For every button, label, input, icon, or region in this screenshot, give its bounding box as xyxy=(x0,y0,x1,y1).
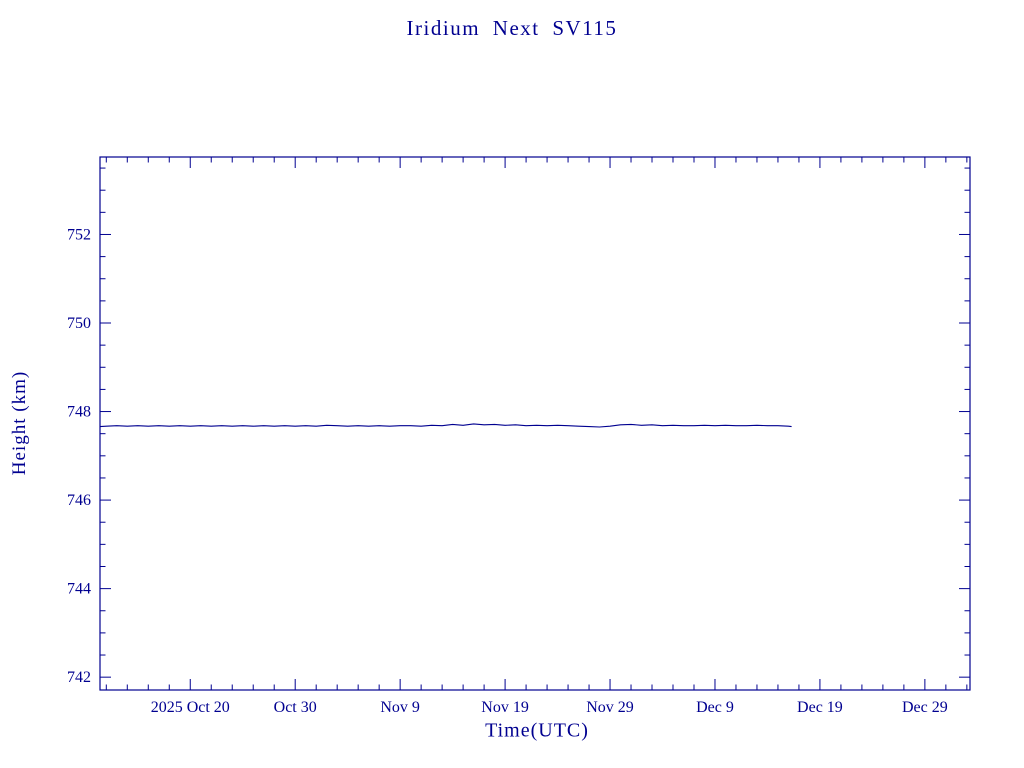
y-tick-label: 746 xyxy=(67,492,91,509)
x-tick-label: Dec 29 xyxy=(902,699,948,716)
series-line-height_km xyxy=(99,423,792,428)
chart-title: Iridium Next SV115 xyxy=(406,16,618,40)
x-tick-label: Dec 9 xyxy=(696,699,734,716)
y-tick-label: 742 xyxy=(67,669,91,686)
x-tick-label: Nov 29 xyxy=(586,699,634,716)
y-tick-label: 744 xyxy=(67,581,91,598)
y-tick-label: 748 xyxy=(67,404,91,421)
x-tick-label: Nov 9 xyxy=(380,699,420,716)
x-tick-label: Oct 30 xyxy=(274,699,317,716)
x-axis-title: Time(UTC) xyxy=(485,719,589,742)
plot-frame xyxy=(99,156,971,691)
x-tick-label: Dec 19 xyxy=(797,699,843,716)
x-tick-label: Nov 19 xyxy=(481,699,529,716)
y-tick-label: 750 xyxy=(67,315,91,332)
x-tick-label: 2025 Oct 20 xyxy=(151,699,230,716)
y-tick-label: 752 xyxy=(67,226,91,243)
